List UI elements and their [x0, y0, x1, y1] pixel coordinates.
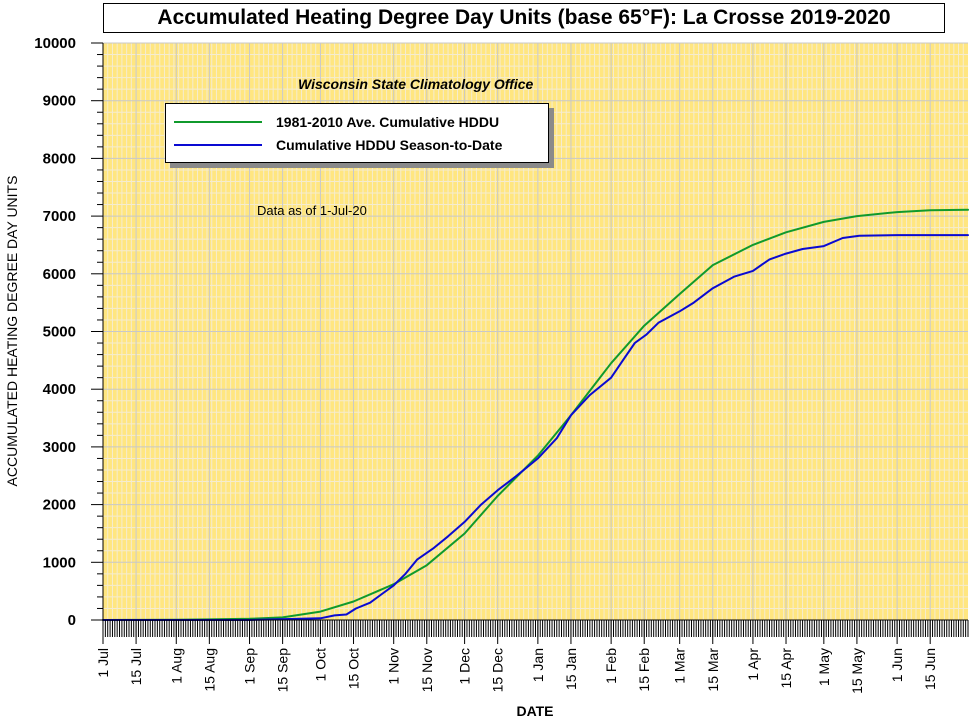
x-tick-label: 1 May: [816, 648, 832, 686]
y-tick-label: 1000: [43, 554, 76, 571]
y-tick-label: 5000: [43, 324, 76, 341]
series-layer: [102, 208, 969, 621]
x-tick-label: 1 Aug: [168, 648, 184, 684]
y-tick-labels: 0 1000 2000 3000 4000 5000 6000 7000 8000 9000 100…: [34, 35, 76, 629]
x-tick-label: 15 Aug: [201, 648, 217, 692]
x-tick-label: 15 Feb: [636, 648, 652, 692]
legend-item-season: Cumulative HDDU Season-to-Date: [174, 135, 502, 155]
x-tick-label: 15 Sep: [275, 648, 291, 693]
x-tick-label: 15 Jan: [563, 648, 579, 690]
y-tick-label: 9000: [43, 93, 76, 110]
x-tick-label: 15 Dec: [490, 648, 506, 692]
x-tick-label: 1 Nov: [386, 648, 402, 685]
chart-subtitle: Wisconsin State Climatology Office: [298, 76, 534, 92]
y-tick-label: 10000: [34, 35, 76, 52]
major-grid: [102, 42, 968, 621]
x-tick-label: 1 Feb: [603, 648, 619, 684]
x-tick-labels: 1 Jul 15 Jul 1 Aug 15 Aug 1 Sep 15 Sep 1 Oct 15…: [95, 648, 938, 694]
season-hddu-line: [102, 234, 969, 621]
y-tick-label: 0: [68, 612, 76, 629]
y-tick-label: 4000: [43, 381, 76, 398]
x-tick-label: 15 Jul: [128, 648, 144, 685]
legend-item-average: 1981-2010 Ave. Cumulative HDDU: [174, 112, 499, 132]
x-tick-label: 1 Dec: [457, 648, 473, 685]
x-tick-label: 15 Nov: [419, 648, 435, 692]
legend-label-average: 1981-2010 Ave. Cumulative HDDU: [276, 114, 500, 130]
x-tick-label: 15 May: [849, 648, 865, 694]
y-tick-label: 3000: [43, 439, 76, 456]
x-tick-label: 1 Mar: [672, 648, 688, 684]
data-date-note: Data as of 1-Jul-20: [257, 203, 367, 218]
legend-swatch-season: [174, 144, 262, 146]
x-tick-label: 1 Apr: [745, 648, 761, 681]
x-tick-label: 15 Jun: [922, 648, 938, 690]
average-hddu-line: [102, 208, 969, 621]
x-tick-label: 15 Oct: [346, 648, 362, 689]
x-tick-label: 1 Jun: [889, 648, 905, 682]
y-tick-label: 6000: [43, 266, 76, 283]
y-axis-label: ACCUMULATED HEATING DEGREE DAY UNITS: [4, 176, 20, 487]
x-tick-label: 1 Sep: [242, 648, 258, 685]
x-tick-label: 1 Jan: [530, 648, 546, 682]
x-tick-label: 15 Mar: [705, 648, 721, 692]
legend: 1981-2010 Ave. Cumulative HDDU Cumulativ…: [165, 103, 549, 163]
x-tick-label: 15 Apr: [778, 648, 794, 689]
x-axis-label: DATE: [516, 703, 553, 719]
y-tick-label: 7000: [43, 208, 76, 225]
y-tick-label: 8000: [43, 150, 76, 167]
legend-swatch-average: [174, 121, 262, 123]
y-tick-label: 2000: [43, 497, 76, 514]
x-tick-label: 1 Jul: [95, 648, 111, 678]
x-tick-label: 1 Oct: [312, 648, 328, 682]
chart-title-box: Accumulated Heating Degree Day Units (ba…: [103, 3, 945, 33]
legend-label-season: Cumulative HDDU Season-to-Date: [276, 137, 503, 153]
axes: [91, 42, 969, 644]
chart-title: Accumulated Heating Degree Day Units (ba…: [157, 6, 891, 29]
